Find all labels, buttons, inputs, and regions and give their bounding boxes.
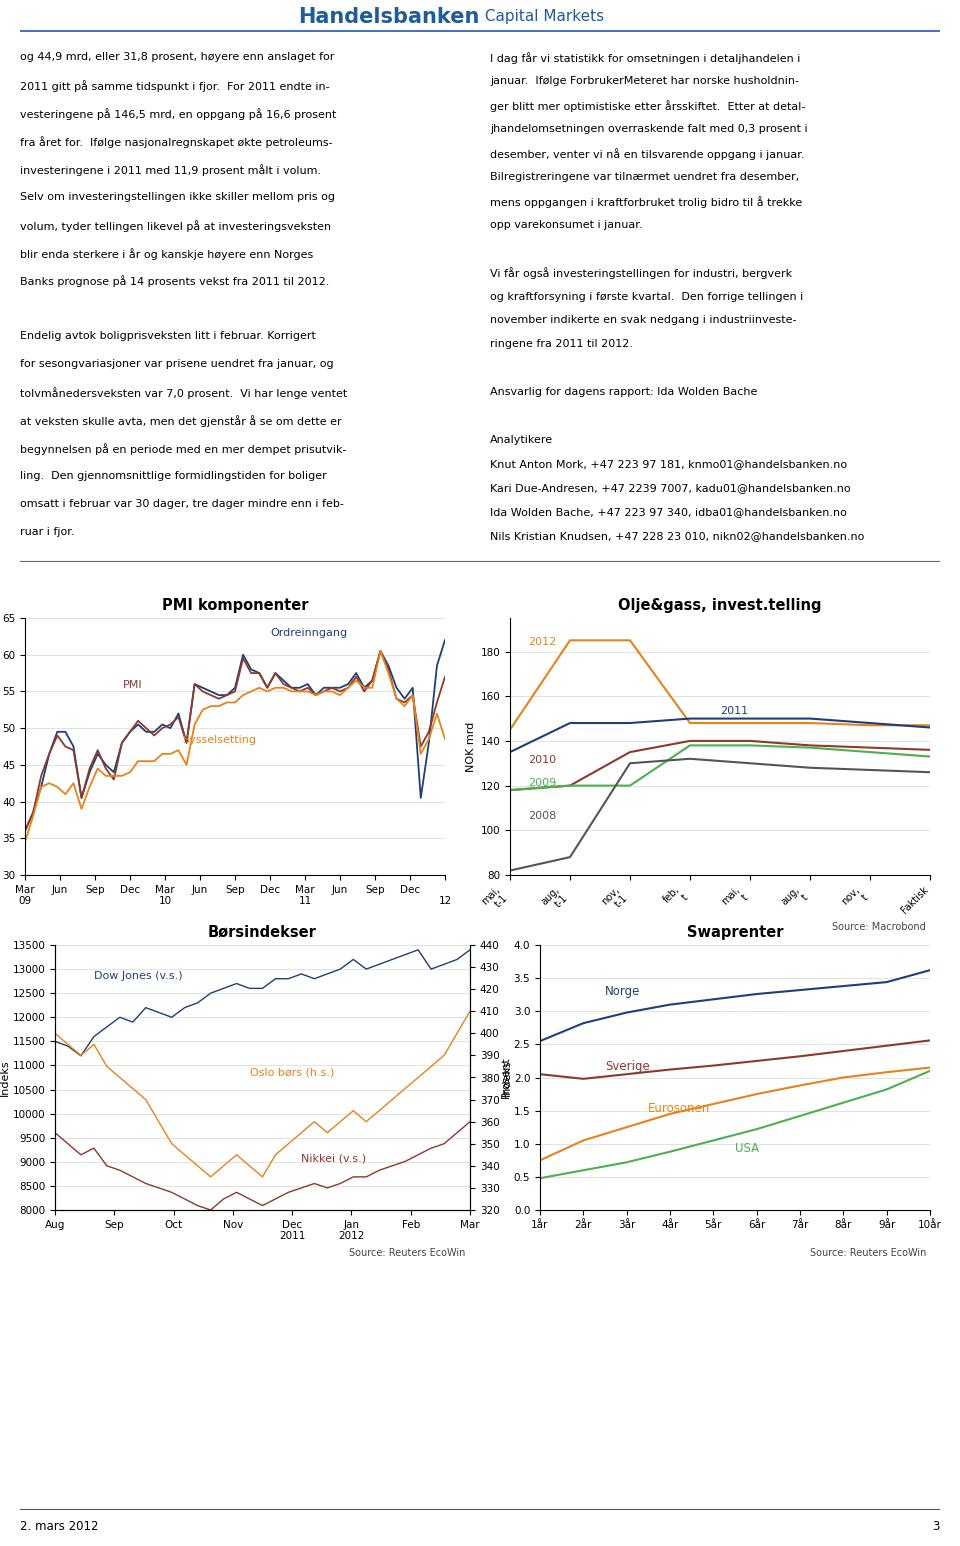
Text: Ida Wolden Bache, +47 223 97 340, idba01@handelsbanken.no: Ida Wolden Bache, +47 223 97 340, idba01…: [490, 507, 847, 516]
Text: 2011 gitt på samme tidspunkt i fjor.  For 2011 endte in-: 2011 gitt på samme tidspunkt i fjor. For…: [20, 80, 329, 91]
Text: I dag får vi statistikk for omsetningen i detaljhandelen i: I dag får vi statistikk for omsetningen …: [490, 53, 801, 63]
Text: Capital Markets: Capital Markets: [480, 9, 604, 25]
Text: PMI: PMI: [123, 680, 143, 690]
Text: omsatt i februar var 30 dager, tre dager mindre enn i feb-: omsatt i februar var 30 dager, tre dager…: [20, 499, 344, 509]
Text: 2012: 2012: [528, 637, 556, 646]
Text: 2011: 2011: [720, 707, 748, 716]
Title: Swaprenter: Swaprenter: [686, 925, 783, 940]
Y-axis label: Indeks: Indeks: [502, 1059, 513, 1096]
Text: volum, tyder tellingen likevel på at investeringsveksten: volum, tyder tellingen likevel på at inv…: [20, 220, 331, 232]
Text: Kari Due-Andresen, +47 2239 7007, kadu01@handelsbanken.no: Kari Due-Andresen, +47 2239 7007, kadu01…: [490, 484, 851, 493]
Text: og kraftforsyning i første kvartal.  Den forrige tellingen i: og kraftforsyning i første kvartal. Den …: [490, 292, 804, 301]
Text: Analytikere: Analytikere: [490, 436, 553, 445]
Text: opp varekonsumet i januar.: opp varekonsumet i januar.: [490, 220, 642, 230]
Text: Oslo børs (h.s.): Oslo børs (h.s.): [250, 1067, 334, 1078]
Text: 2008: 2008: [528, 812, 556, 821]
Text: Eurosonen: Eurosonen: [648, 1102, 710, 1115]
Text: Banks prognose på 14 prosents vekst fra 2011 til 2012.: Banks prognose på 14 prosents vekst fra …: [20, 275, 329, 288]
Title: Olje&gass, invest.telling: Olje&gass, invest.telling: [618, 598, 822, 612]
Text: Sysselsetting: Sysselsetting: [182, 734, 256, 745]
Text: Source: Reuters EcoWin: Source: Reuters EcoWin: [809, 1248, 926, 1258]
Text: ringene fra 2011 til 2012.: ringene fra 2011 til 2012.: [490, 340, 633, 349]
Y-axis label: Prosent: Prosent: [501, 1056, 511, 1098]
Text: Bilregistreringene var tilnærmet uendret fra desember,: Bilregistreringene var tilnærmet uendret…: [490, 172, 800, 182]
Text: 2009: 2009: [528, 778, 556, 787]
Text: januar.  Ifølge ForbrukerMeteret har norske husholdnin-: januar. Ifølge ForbrukerMeteret har nors…: [490, 76, 799, 87]
Text: 3: 3: [932, 1520, 940, 1532]
Text: Sverige: Sverige: [605, 1059, 650, 1073]
Text: Norge: Norge: [605, 985, 640, 997]
Text: blir enda sterkere i år og kanskje høyere enn Norges: blir enda sterkere i år og kanskje høyer…: [20, 247, 313, 260]
Text: og 44,9 mrd, eller 31,8 prosent, høyere enn anslaget for: og 44,9 mrd, eller 31,8 prosent, høyere …: [20, 53, 334, 62]
Text: begynnelsen på en periode med en mer dempet prisutvik-: begynnelsen på en periode med en mer dem…: [20, 444, 347, 455]
Text: ger blitt mer optimistiske etter årsskiftet.  Etter at detal-: ger blitt mer optimistiske etter årsskif…: [490, 100, 805, 111]
Text: at veksten skulle avta, men det gjenstår å se om dette er: at veksten skulle avta, men det gjenstår…: [20, 416, 342, 427]
Text: 2. mars 2012: 2. mars 2012: [20, 1520, 99, 1532]
Title: PMI komponenter: PMI komponenter: [161, 598, 308, 612]
Text: Ordreinngang: Ordreinngang: [270, 628, 348, 638]
Text: tolvmånedersveksten var 7,0 prosent.  Vi har lenge ventet: tolvmånedersveksten var 7,0 prosent. Vi …: [20, 388, 348, 399]
Text: Source: Macrobond: Source: Macrobond: [832, 921, 925, 932]
Text: for sesongvariasjoner var prisene uendret fra januar, og: for sesongvariasjoner var prisene uendre…: [20, 359, 334, 369]
Text: 2010: 2010: [528, 756, 556, 765]
Text: Nikkei (v.s.): Nikkei (v.s.): [301, 1153, 367, 1164]
Text: fra året for.  Ifølge nasjonalregnskapet økte petroleums-: fra året for. Ifølge nasjonalregnskapet …: [20, 136, 332, 148]
Text: Handelsbanken: Handelsbanken: [299, 6, 480, 26]
Y-axis label: Indeks: Indeks: [0, 1059, 10, 1096]
Text: mens oppgangen i kraftforbruket trolig bidro til å trekke: mens oppgangen i kraftforbruket trolig b…: [490, 196, 803, 207]
Text: vesteringene på 146,5 mrd, en oppgang på 16,6 prosent: vesteringene på 146,5 mrd, en oppgang på…: [20, 108, 336, 119]
Text: investeringene i 2011 med 11,9 prosent målt i volum.: investeringene i 2011 med 11,9 prosent m…: [20, 164, 322, 176]
Text: ruar i fjor.: ruar i fjor.: [20, 527, 75, 536]
Y-axis label: NOK mrd: NOK mrd: [467, 722, 476, 771]
Text: ling.  Den gjennomsnittlige formidlingstiden for boliger: ling. Den gjennomsnittlige formidlingsti…: [20, 472, 326, 481]
Text: Dow Jones (v.s.): Dow Jones (v.s.): [94, 971, 182, 980]
Text: Ansvarlig for dagens rapport: Ida Wolden Bache: Ansvarlig for dagens rapport: Ida Wolden…: [490, 388, 757, 397]
Text: Nils Kristian Knudsen, +47 228 23 010, nikn02@handelsbanken.no: Nils Kristian Knudsen, +47 228 23 010, n…: [490, 530, 864, 541]
Text: Selv om investeringstellingen ikke skiller mellom pris og: Selv om investeringstellingen ikke skill…: [20, 192, 335, 201]
Title: Børsindekser: Børsindekser: [208, 925, 317, 940]
Text: USA: USA: [735, 1141, 759, 1155]
Text: desember, venter vi nå en tilsvarende oppgang i januar.: desember, venter vi nå en tilsvarende op…: [490, 148, 804, 159]
Text: jhandelomsetningen overraskende falt med 0,3 prosent i: jhandelomsetningen overraskende falt med…: [490, 124, 807, 135]
Text: Vi får også investeringstellingen for industri, bergverk: Vi får også investeringstellingen for in…: [490, 267, 792, 280]
Text: Knut Anton Mork, +47 223 97 181, knmo01@handelsbanken.no: Knut Anton Mork, +47 223 97 181, knmo01@…: [490, 459, 847, 468]
Text: Endelig avtok boligprisveksten litt i februar. Korrigert: Endelig avtok boligprisveksten litt i fe…: [20, 331, 316, 342]
Text: Source: Reuters EcoWin: Source: Reuters EcoWin: [349, 1248, 466, 1258]
Text: november indikerte en svak nedgang i industriinveste-: november indikerte en svak nedgang i ind…: [490, 315, 797, 326]
